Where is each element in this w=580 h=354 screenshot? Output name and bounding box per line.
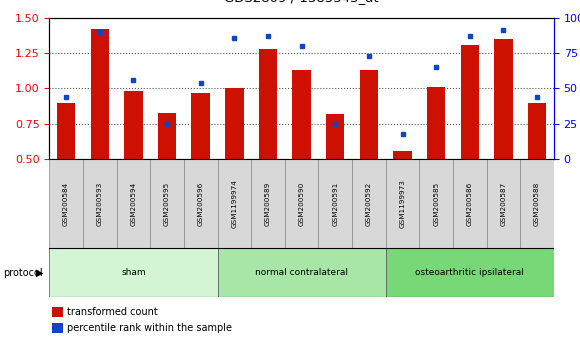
Text: GSM200585: GSM200585 [433,181,439,226]
Bar [393,151,412,159]
Bar [117,159,150,248]
Text: GSM200596: GSM200596 [198,181,204,226]
Text: GDS2809 / 1385345_at: GDS2809 / 1385345_at [224,0,379,4]
Bar [49,248,218,297]
Text: GSM200595: GSM200595 [164,181,170,226]
Text: ▶: ▶ [36,268,44,278]
Text: GSM200586: GSM200586 [467,181,473,226]
Text: GSM1199973: GSM1199973 [400,179,405,228]
Bar [386,159,419,248]
Bar [83,159,117,248]
Bar [487,159,520,248]
Bar [191,93,210,159]
Bar [251,159,285,248]
Text: percentile rank within the sample: percentile rank within the sample [67,323,231,333]
Bar [326,114,345,159]
Bar [90,29,109,159]
Bar [225,88,244,159]
Bar [494,39,513,159]
Text: GSM200592: GSM200592 [366,181,372,226]
Bar [453,159,487,248]
Bar [461,45,479,159]
Bar [528,103,546,159]
Text: GSM200593: GSM200593 [97,181,103,226]
Bar [352,159,386,248]
Bar [49,159,83,248]
Text: transformed count: transformed count [67,307,157,317]
Text: GSM1199974: GSM1199974 [231,179,237,228]
Text: GSM200591: GSM200591 [332,181,338,226]
Bar [360,70,378,159]
Bar [427,87,445,159]
Bar [124,91,143,159]
Bar [520,159,554,248]
Text: sham: sham [121,268,146,277]
Bar [318,159,352,248]
Text: GSM200590: GSM200590 [299,181,304,226]
Text: normal contralateral: normal contralateral [255,268,348,277]
Text: GSM200589: GSM200589 [265,181,271,226]
Bar [386,248,554,297]
Text: GSM200587: GSM200587 [501,181,506,226]
Bar [218,248,386,297]
Bar [285,159,318,248]
Bar [419,159,453,248]
Text: protocol: protocol [3,268,42,278]
Bar [57,103,75,159]
Text: GSM200584: GSM200584 [63,181,69,226]
Bar [259,49,277,159]
Text: osteoarthritic ipsilateral: osteoarthritic ipsilateral [415,268,524,277]
Bar [150,159,184,248]
Bar [184,159,218,248]
Text: GSM200594: GSM200594 [130,181,136,226]
Text: GSM200588: GSM200588 [534,181,540,226]
Bar [158,113,176,159]
Bar [292,70,311,159]
Bar [218,159,251,248]
